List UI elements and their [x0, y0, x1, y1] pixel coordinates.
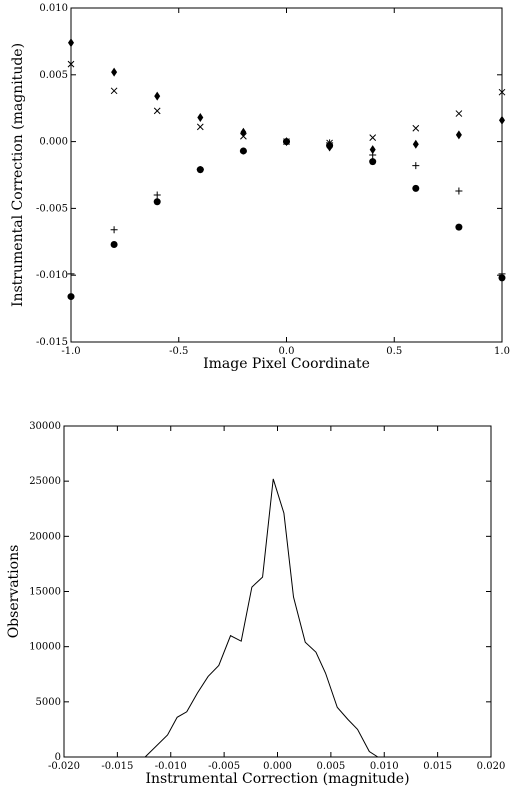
- point: [197, 113, 204, 123]
- y-tick-label: 10000: [29, 642, 61, 653]
- point: [283, 138, 290, 146]
- y-axis-label: Observations: [6, 545, 22, 639]
- point: [369, 145, 376, 155]
- x-axis-label: Instrumental Correction (magnitude): [145, 771, 409, 787]
- plot: -0.015 -0.010 -0.005 0.000 0.005 0.010 -1.0 -0.…: [10, 3, 510, 372]
- y-tick-label: 0.010: [39, 3, 68, 14]
- point: [412, 124, 420, 132]
- y-tick-label: -0.015: [36, 337, 68, 348]
- y-tick-label: 15000: [29, 587, 61, 598]
- x-tick-label: -0.5: [169, 346, 188, 357]
- point: [196, 123, 204, 131]
- x-tick-label: -0.020: [48, 761, 80, 772]
- y-tick-label: 5000: [36, 697, 61, 708]
- plot-frame: [70, 7, 503, 343]
- point: [369, 134, 377, 141]
- y-tick-label: 30000: [29, 421, 61, 432]
- point: [455, 110, 463, 117]
- x-tick-label: 0.5: [386, 346, 402, 357]
- plot: 0 5000 10000 15000 20000 25000 30000 -0.020 -0.0…: [6, 421, 505, 787]
- y-tick-label: -0.005: [36, 203, 68, 214]
- point: [326, 139, 334, 147]
- x-tick-label: -0.010: [155, 761, 187, 772]
- x-tick-label: 0.0: [279, 346, 295, 357]
- x-tick-label: 0.015: [423, 761, 452, 772]
- point: [369, 158, 377, 166]
- point: [240, 132, 247, 140]
- point: [67, 270, 75, 278]
- x-tick-label: -0.005: [208, 761, 240, 772]
- point: [153, 198, 161, 206]
- x-tick-label: 0.020: [477, 761, 506, 772]
- point: [67, 293, 75, 301]
- point: [455, 130, 462, 140]
- x-axis-label: Image Pixel Coordinate: [203, 356, 370, 372]
- point: [369, 151, 377, 159]
- point: [240, 127, 247, 137]
- y-tick-label: -0.010: [36, 270, 68, 281]
- point: [455, 187, 463, 195]
- y-tick-label: 0.000: [39, 137, 68, 148]
- point: [110, 87, 118, 95]
- y-tick-label: 20000: [29, 531, 61, 542]
- y-axis-label: Instrumental Correction (magnitude): [10, 43, 26, 307]
- point: [111, 67, 118, 77]
- x-tick-label: -1.0: [61, 346, 80, 357]
- line: [144, 478, 379, 758]
- plot-frame: [63, 425, 492, 758]
- point: [498, 88, 506, 96]
- point: [68, 38, 74, 48]
- point: [239, 147, 247, 155]
- point: [412, 184, 420, 192]
- x-tick-label: 0.000: [263, 761, 292, 772]
- point: [153, 191, 161, 199]
- x-tick-label: 1.0: [494, 346, 510, 357]
- point: [196, 166, 204, 174]
- y-tick-label: 25000: [29, 476, 61, 487]
- point: [153, 107, 161, 115]
- point: [499, 115, 505, 125]
- point: [110, 240, 118, 248]
- point: [67, 60, 75, 68]
- point: [455, 223, 463, 231]
- point: [412, 162, 420, 170]
- point: [110, 226, 118, 234]
- y-tick-label: 0.005: [39, 70, 68, 81]
- x-tick-label: -0.015: [101, 761, 133, 772]
- point: [154, 91, 161, 101]
- point: [412, 139, 419, 149]
- point: [498, 274, 506, 282]
- y-tick-label: 0: [55, 752, 61, 763]
- x-tick-label: 0.010: [370, 761, 399, 772]
- x-tick-label: 0.005: [317, 761, 346, 772]
- point: [498, 270, 506, 278]
